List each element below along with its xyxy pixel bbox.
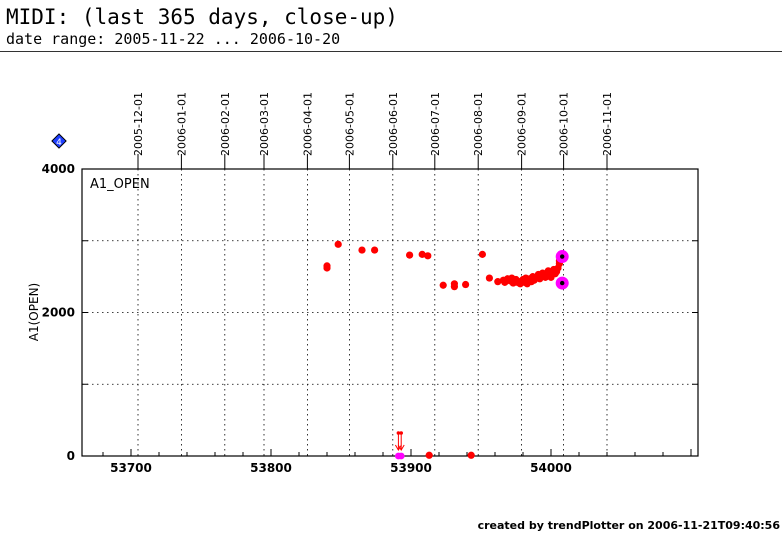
data-point: [467, 451, 475, 459]
data-point: [424, 252, 432, 260]
latest-data-point: [555, 250, 569, 264]
data-point: [439, 281, 447, 289]
date-tick-label: 2005-12-01: [132, 92, 145, 156]
date-tick-label: 2006-02-01: [219, 92, 232, 156]
date-tick-label: 2006-07-01: [429, 92, 442, 156]
footer-credit: created by trendPlotter on 2006-11-21T09…: [477, 519, 780, 532]
grid-group: [82, 169, 698, 456]
axis-group: 0 2000 4000 53700 53800 53900 54000: [42, 162, 698, 475]
date-tick-label: 2006-04-01: [301, 92, 314, 156]
x-tick-label: 53900: [390, 461, 432, 475]
data-point: [406, 251, 414, 259]
date-tick-label: 2006-03-01: [258, 92, 271, 156]
arrow-marker-group: [394, 431, 405, 451]
data-point: [334, 240, 342, 248]
plot-frame: [81, 168, 699, 457]
data-point: [462, 280, 470, 289]
date-tick-group: 2005-12-01 2006-01-01 2006-02-01 2006-03-01…: [132, 92, 614, 169]
blue-diamond-icon: 4: [51, 133, 67, 149]
date-tick-label: 2006-06-01: [387, 92, 400, 156]
legend-marker-label: 4: [56, 138, 62, 148]
data-point: [425, 451, 433, 459]
data-point: [485, 274, 493, 282]
date-tick-label: 2006-10-01: [558, 92, 571, 156]
date-tick-label: 2006-01-01: [175, 92, 188, 156]
y-tick-label: 0: [67, 449, 75, 463]
date-tick-label: 2006-08-01: [472, 92, 485, 156]
down-arrow-icon: [397, 431, 405, 451]
date-tick-label: 2006-09-01: [516, 92, 529, 156]
x-tick-label: 53700: [110, 461, 152, 475]
y-axis-label: A1(OPEN): [27, 283, 41, 341]
title-divider: [0, 51, 782, 52]
x-tick-label: 54000: [530, 461, 572, 475]
data-point: [450, 280, 458, 288]
data-point: [323, 262, 331, 270]
x-tick-label: 53800: [250, 461, 292, 475]
data-point-group: [323, 240, 569, 460]
chart-subtitle: date range: 2005-11-22 ... 2006-10-20: [6, 30, 341, 48]
data-point: [478, 250, 486, 258]
data-point: [418, 250, 426, 258]
data-point: [358, 246, 366, 254]
y-tick-label: 2000: [42, 306, 75, 320]
panel-label: A1_OPEN: [90, 177, 150, 192]
latest-data-point: [555, 276, 569, 290]
down-arrow-icon: [394, 431, 402, 451]
chart-title: MIDI: (last 365 days, close-up): [6, 5, 398, 29]
y-tick-label: 4000: [42, 162, 75, 176]
data-point: [494, 278, 502, 286]
date-tick-label: 2006-11-01: [601, 92, 614, 156]
chart-svg: 2005-12-01 2006-01-01 2006-02-01 2006-03-01…: [27, 92, 699, 475]
data-point: [371, 246, 379, 254]
flagged-data-point: [397, 452, 405, 460]
date-tick-label: 2006-05-01: [343, 92, 356, 156]
